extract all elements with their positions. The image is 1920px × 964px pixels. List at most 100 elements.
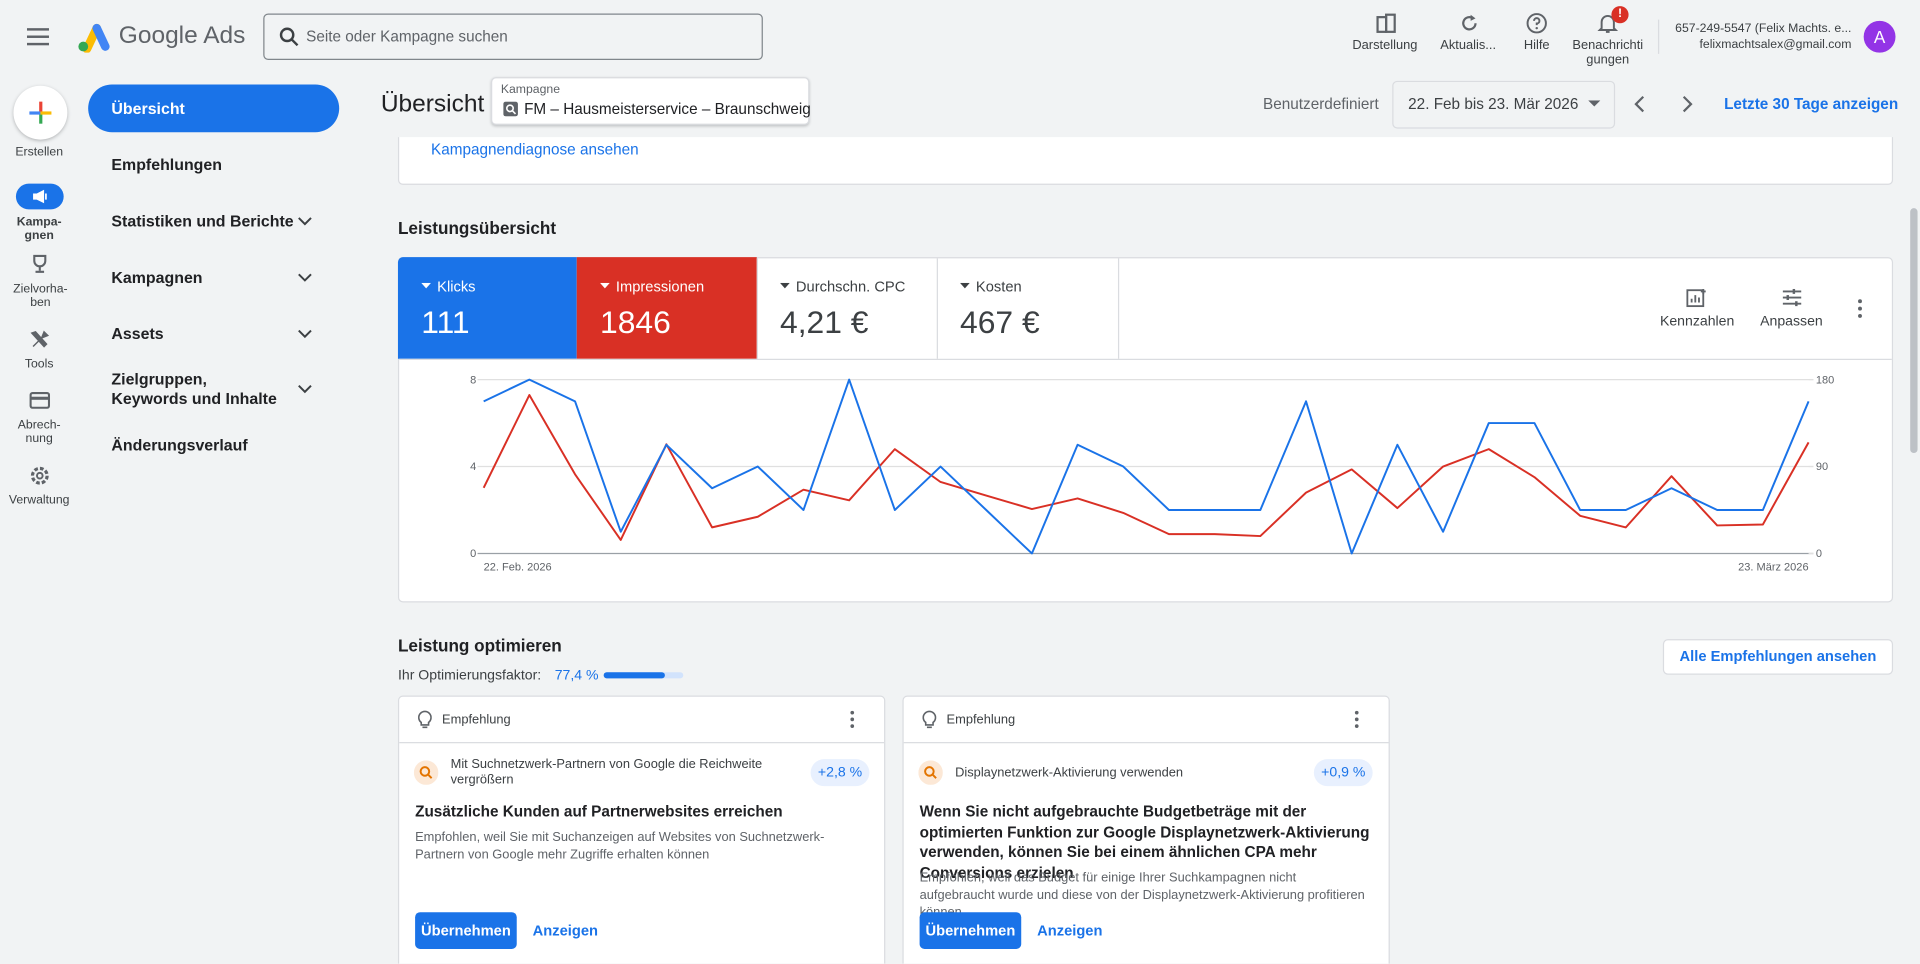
uplift-chip: +2,8 % <box>810 759 870 787</box>
metric-value: 1846 <box>600 303 671 341</box>
tools-icon <box>30 330 50 348</box>
y-tick-label: 0 <box>470 548 476 560</box>
x-tick-label: 23. März 2026 <box>1738 562 1808 574</box>
metric-divider <box>936 258 938 359</box>
last-30-days[interactable]: Letzte 30 Tage anzeigen <box>1724 95 1899 113</box>
rail-billing[interactable]: Abrech-nung <box>17 418 61 446</box>
series-line <box>483 378 1810 555</box>
campaign-name: FM – Hausmeisterservice – Braunschweig <box>524 100 811 118</box>
range-label: Benutzerdefiniert <box>1263 95 1379 113</box>
card-subtitle: Mit Suchnetzwerk-Partnern von Google die… <box>450 756 763 788</box>
y-tick-label: 8 <box>470 374 476 386</box>
header-divider <box>1657 19 1660 54</box>
factor-bar <box>603 672 666 679</box>
card-menu[interactable] <box>849 710 856 728</box>
rail-tools[interactable]: Tools <box>24 357 54 372</box>
help-icon <box>1526 13 1547 34</box>
billing-icon <box>29 392 51 409</box>
action-help[interactable]: Hilfe <box>1523 37 1550 53</box>
metric-label: Kosten <box>975 277 1022 296</box>
campaign-icon <box>503 101 518 117</box>
metric-label: Impressionen <box>615 277 705 296</box>
nav-item[interactable]: Übersicht <box>111 99 185 118</box>
search-rec-icon <box>918 760 943 785</box>
nav-item[interactable]: Assets <box>111 324 164 343</box>
metric-caret <box>960 282 970 289</box>
metrics-icon <box>1686 288 1706 308</box>
date-range-picker[interactable] <box>1392 80 1616 129</box>
scrollbar[interactable] <box>1910 208 1918 454</box>
google-ads-logo <box>78 23 110 53</box>
date-range: 22. Feb bis 23. Mär 2026 <box>1408 95 1579 113</box>
rail-create[interactable]: Erstellen <box>15 145 64 160</box>
nav-chevron <box>298 217 312 226</box>
bulb-icon <box>922 710 937 729</box>
search-rec-icon <box>413 760 439 785</box>
metric-value: 111 <box>421 303 470 341</box>
metric-tile[interactable] <box>397 257 577 359</box>
metric-row-border <box>399 358 1892 361</box>
metric-label: Klicks <box>437 277 476 296</box>
campaign-selector[interactable] <box>491 77 810 125</box>
search-box[interactable] <box>263 13 763 61</box>
nav-item[interactable]: Empfehlungen <box>111 155 222 174</box>
action-notifications[interactable]: Benachrichtigungen <box>1572 37 1644 68</box>
adjust-icon <box>1782 288 1802 307</box>
all-recommendations-button[interactable]: Alle Empfehlungen ansehen <box>1662 639 1894 675</box>
metric-divider <box>756 258 758 359</box>
diagnosis-link[interactable]: Kampagnendiagnose ansehen <box>431 140 639 158</box>
action-appearance[interactable]: Darstellung <box>1352 37 1418 53</box>
card-divider <box>903 742 1389 744</box>
nav-item[interactable]: Änderungsverlauf <box>111 435 248 455</box>
notification-icon <box>1597 14 1619 33</box>
factor-label: Ihr Optimierungsfaktor: <box>397 668 542 684</box>
account-phone: 657-249-5547 (Felix Machts. e... <box>1675 22 1852 36</box>
nav-item[interactable]: Zielgruppen, Keywords und Inhalte <box>111 369 277 408</box>
series-line <box>482 394 1810 541</box>
search-placeholder: Seite oder Kampagne suchen <box>306 28 508 46</box>
product-name: Google Ads <box>118 22 246 49</box>
performance-chart: 0 4 8 0 90 180 22. Feb. 2026 23. März 2026 <box>470 374 1834 574</box>
tool-metrics[interactable]: Kennzahlen <box>1659 314 1735 330</box>
y2-tick-label: 90 <box>1816 461 1828 473</box>
metric-caret <box>780 282 790 289</box>
apply-button[interactable]: Übernehmen <box>415 912 517 949</box>
apply-button[interactable]: Übernehmen <box>919 912 1022 949</box>
card-divider <box>399 742 885 744</box>
y2-tick-label: 0 <box>1816 548 1822 560</box>
action-refresh[interactable]: Aktualis... <box>1440 37 1497 53</box>
campaign-label: Kampagne <box>500 83 561 97</box>
avatar[interactable]: A <box>1863 20 1896 53</box>
next-period[interactable] <box>1680 95 1695 113</box>
y2-tick-label: 180 <box>1816 374 1834 386</box>
metric-tile[interactable] <box>576 257 757 359</box>
factor-track <box>603 672 684 679</box>
campaigns-icon <box>33 189 47 204</box>
card-menu[interactable] <box>1353 710 1360 728</box>
nav-active-pill[interactable] <box>88 84 340 133</box>
nav-item[interactable]: Kampagnen <box>111 268 203 287</box>
metric-value: 467 € <box>960 303 1040 341</box>
view-button[interactable]: Anzeigen <box>532 922 598 940</box>
create-plus <box>29 101 52 124</box>
view-button[interactable]: Anzeigen <box>1037 922 1103 940</box>
menu-button[interactable] <box>26 27 51 47</box>
rail-goals[interactable]: Zielvorha-ben <box>13 282 68 310</box>
page-title: Übersicht <box>380 90 485 118</box>
bulb-icon <box>417 710 432 729</box>
card-headline: Zusätzliche Kunden auf Partnerwebsites e… <box>415 803 783 821</box>
notification-badge: ! <box>1611 6 1629 24</box>
prev-period[interactable] <box>1632 95 1647 113</box>
card-headline: Wenn Sie nicht aufgebrauchte Budgetbeträ… <box>919 803 1370 882</box>
card-reason: Empfohlen, weil Sie mit Suchanzeigen auf… <box>415 830 825 863</box>
nav-item[interactable]: Statistiken und Berichte <box>111 211 294 231</box>
section-title: Leistung optimieren <box>397 635 562 656</box>
tool-adjust[interactable]: Anpassen <box>1760 314 1823 330</box>
rail-campaigns[interactable]: Kampa-gnen <box>16 215 62 243</box>
rail-admin[interactable]: Verwaltung <box>8 493 70 507</box>
more-menu[interactable] <box>1856 299 1863 319</box>
nav-chevron <box>298 273 312 282</box>
y-tick-label: 4 <box>470 461 476 473</box>
nav-chevron <box>298 329 312 339</box>
